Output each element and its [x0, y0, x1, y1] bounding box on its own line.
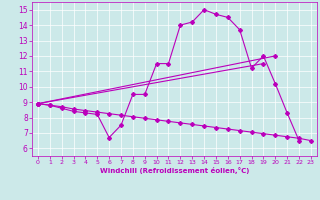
X-axis label: Windchill (Refroidissement éolien,°C): Windchill (Refroidissement éolien,°C): [100, 167, 249, 174]
